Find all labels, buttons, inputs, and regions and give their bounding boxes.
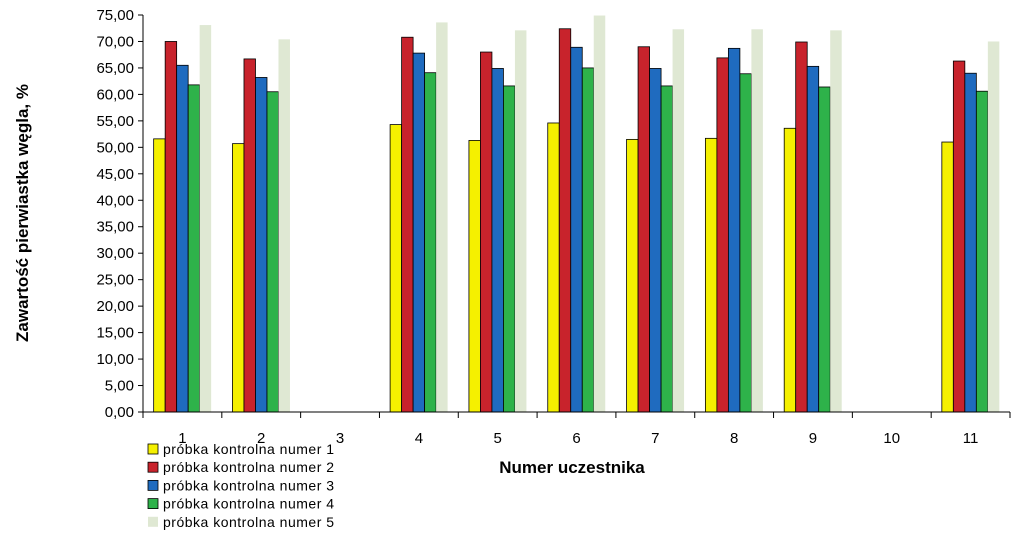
y-tick-label: 60,00	[96, 86, 134, 103]
legend-swatch	[147, 498, 159, 510]
legend-label: próbka kontrolna numer 5	[163, 514, 335, 530]
legend-swatch	[147, 461, 159, 473]
y-tick-label: 10,00	[96, 351, 134, 368]
bar-series-2-cat-6	[558, 28, 572, 413]
bar-series-4-cat-1	[187, 84, 201, 413]
legend-item-1: próbka kontrolna numer 1	[147, 441, 335, 457]
bar-series-4-cat-5	[503, 85, 516, 413]
bar-series-5-cat-5	[514, 30, 527, 412]
bar-series-3-cat-2	[255, 77, 268, 413]
x-tick-label: 5	[494, 430, 502, 447]
x-tick-label: 8	[730, 430, 738, 447]
x-tick-label: 10	[883, 430, 900, 447]
x-tick-label: 4	[415, 430, 423, 447]
x-tick-label: 9	[809, 430, 817, 447]
y-tick-label: 5,00	[105, 378, 134, 395]
bar-series-1-cat-8	[704, 137, 718, 413]
y-tick-label: 55,00	[96, 113, 134, 130]
bar-series-4-cat-9	[818, 86, 831, 413]
y-tick-label: 35,00	[96, 219, 134, 236]
legend-item-4: próbka kontrolna numer 4	[147, 496, 335, 512]
legend-label: próbka kontrolna numer 2	[163, 459, 335, 475]
y-tick-label: 0,00	[105, 404, 134, 421]
legend-swatch	[147, 443, 159, 455]
legend-item-5: próbka kontrolna numer 5	[148, 514, 335, 530]
bar-series-3-cat-5	[491, 68, 504, 413]
bar-series-2-cat-5	[480, 51, 493, 413]
bar-series-5-cat-4	[436, 22, 448, 412]
x-tick-label: 2	[257, 430, 265, 447]
y-tick-label: 30,00	[96, 245, 134, 262]
bar-series-4-cat-6	[581, 67, 595, 413]
bar-series-2-cat-7	[637, 46, 650, 413]
x-tick-label: 11	[963, 430, 979, 447]
x-tick-label: 1	[178, 430, 186, 447]
bar-series-5-cat-1	[199, 25, 212, 413]
bar-series-1-cat-11	[941, 141, 954, 413]
y-tick-label: 15,00	[96, 325, 134, 342]
bar-series-1-cat-9	[783, 127, 797, 413]
y-tick-label: 65,00	[96, 60, 134, 77]
bar-series-1-cat-5	[468, 140, 481, 413]
bar-series-2-cat-2	[243, 58, 256, 413]
bar-series-3-cat-1	[176, 64, 189, 413]
bar-series-2-cat-4	[401, 36, 414, 413]
bar-series-5-cat-8	[751, 29, 763, 412]
y-tick-label: 75,00	[96, 7, 134, 24]
bar-series-3-cat-11	[964, 72, 977, 413]
bar-series-2-cat-9	[795, 41, 808, 413]
bar-series-4-cat-4	[424, 72, 437, 413]
bar-series-1-cat-7	[626, 138, 639, 413]
y-axis-title: Zawartość pierwiastka węgla, %	[13, 84, 32, 342]
legend-swatch	[147, 479, 159, 491]
bar-series-3-cat-8	[727, 47, 741, 413]
bar-series-5-cat-2	[278, 39, 290, 412]
bar-series-3-cat-6	[570, 46, 583, 413]
bar-series-3-cat-9	[806, 65, 820, 413]
y-tick-label: 70,00	[96, 33, 134, 50]
bar-series-1-cat-1	[153, 138, 166, 413]
bar-series-5-cat-9	[830, 30, 842, 412]
x-tick-label: 7	[651, 430, 659, 447]
bar-series-4-cat-2	[266, 91, 279, 413]
x-axis-title: Numer uczestnika	[499, 458, 645, 477]
bar-series-2-cat-11	[952, 60, 966, 413]
y-tick-label: 45,00	[96, 166, 134, 183]
y-tick-label: 25,00	[96, 272, 134, 289]
bar-series-5-cat-6	[593, 15, 606, 413]
bar-series-1-cat-6	[547, 122, 560, 413]
bar-series-1-cat-2	[232, 143, 245, 413]
bar-series-4-cat-11	[975, 90, 989, 413]
bar-series-2-cat-8	[716, 57, 729, 413]
bar-series-5-cat-7	[672, 29, 685, 412]
x-tick-label: 3	[336, 430, 344, 447]
y-tick-label: 20,00	[96, 298, 134, 315]
y-tick-label: 50,00	[96, 139, 134, 156]
bar-series-3-cat-7	[649, 68, 662, 413]
bar-series-1-cat-4	[389, 124, 403, 413]
x-tick-label: 6	[572, 430, 580, 447]
bar-series-4-cat-8	[739, 73, 752, 413]
y-tick-label: 40,00	[96, 192, 134, 209]
legend-label: próbka kontrolna numer 1	[163, 441, 335, 457]
bar-series-2-cat-1	[164, 41, 178, 413]
legend-item-2: próbka kontrolna numer 2	[147, 459, 335, 475]
legend-item-3: próbka kontrolna numer 3	[147, 477, 335, 493]
legend-label: próbka kontrolna numer 3	[163, 477, 335, 493]
legend-label: próbka kontrolna numer 4	[163, 496, 335, 512]
legend-swatch	[148, 516, 158, 527]
bar-series-4-cat-7	[660, 85, 673, 413]
bar-series-5-cat-11	[987, 41, 1000, 412]
bar-series-3-cat-4	[412, 52, 426, 413]
